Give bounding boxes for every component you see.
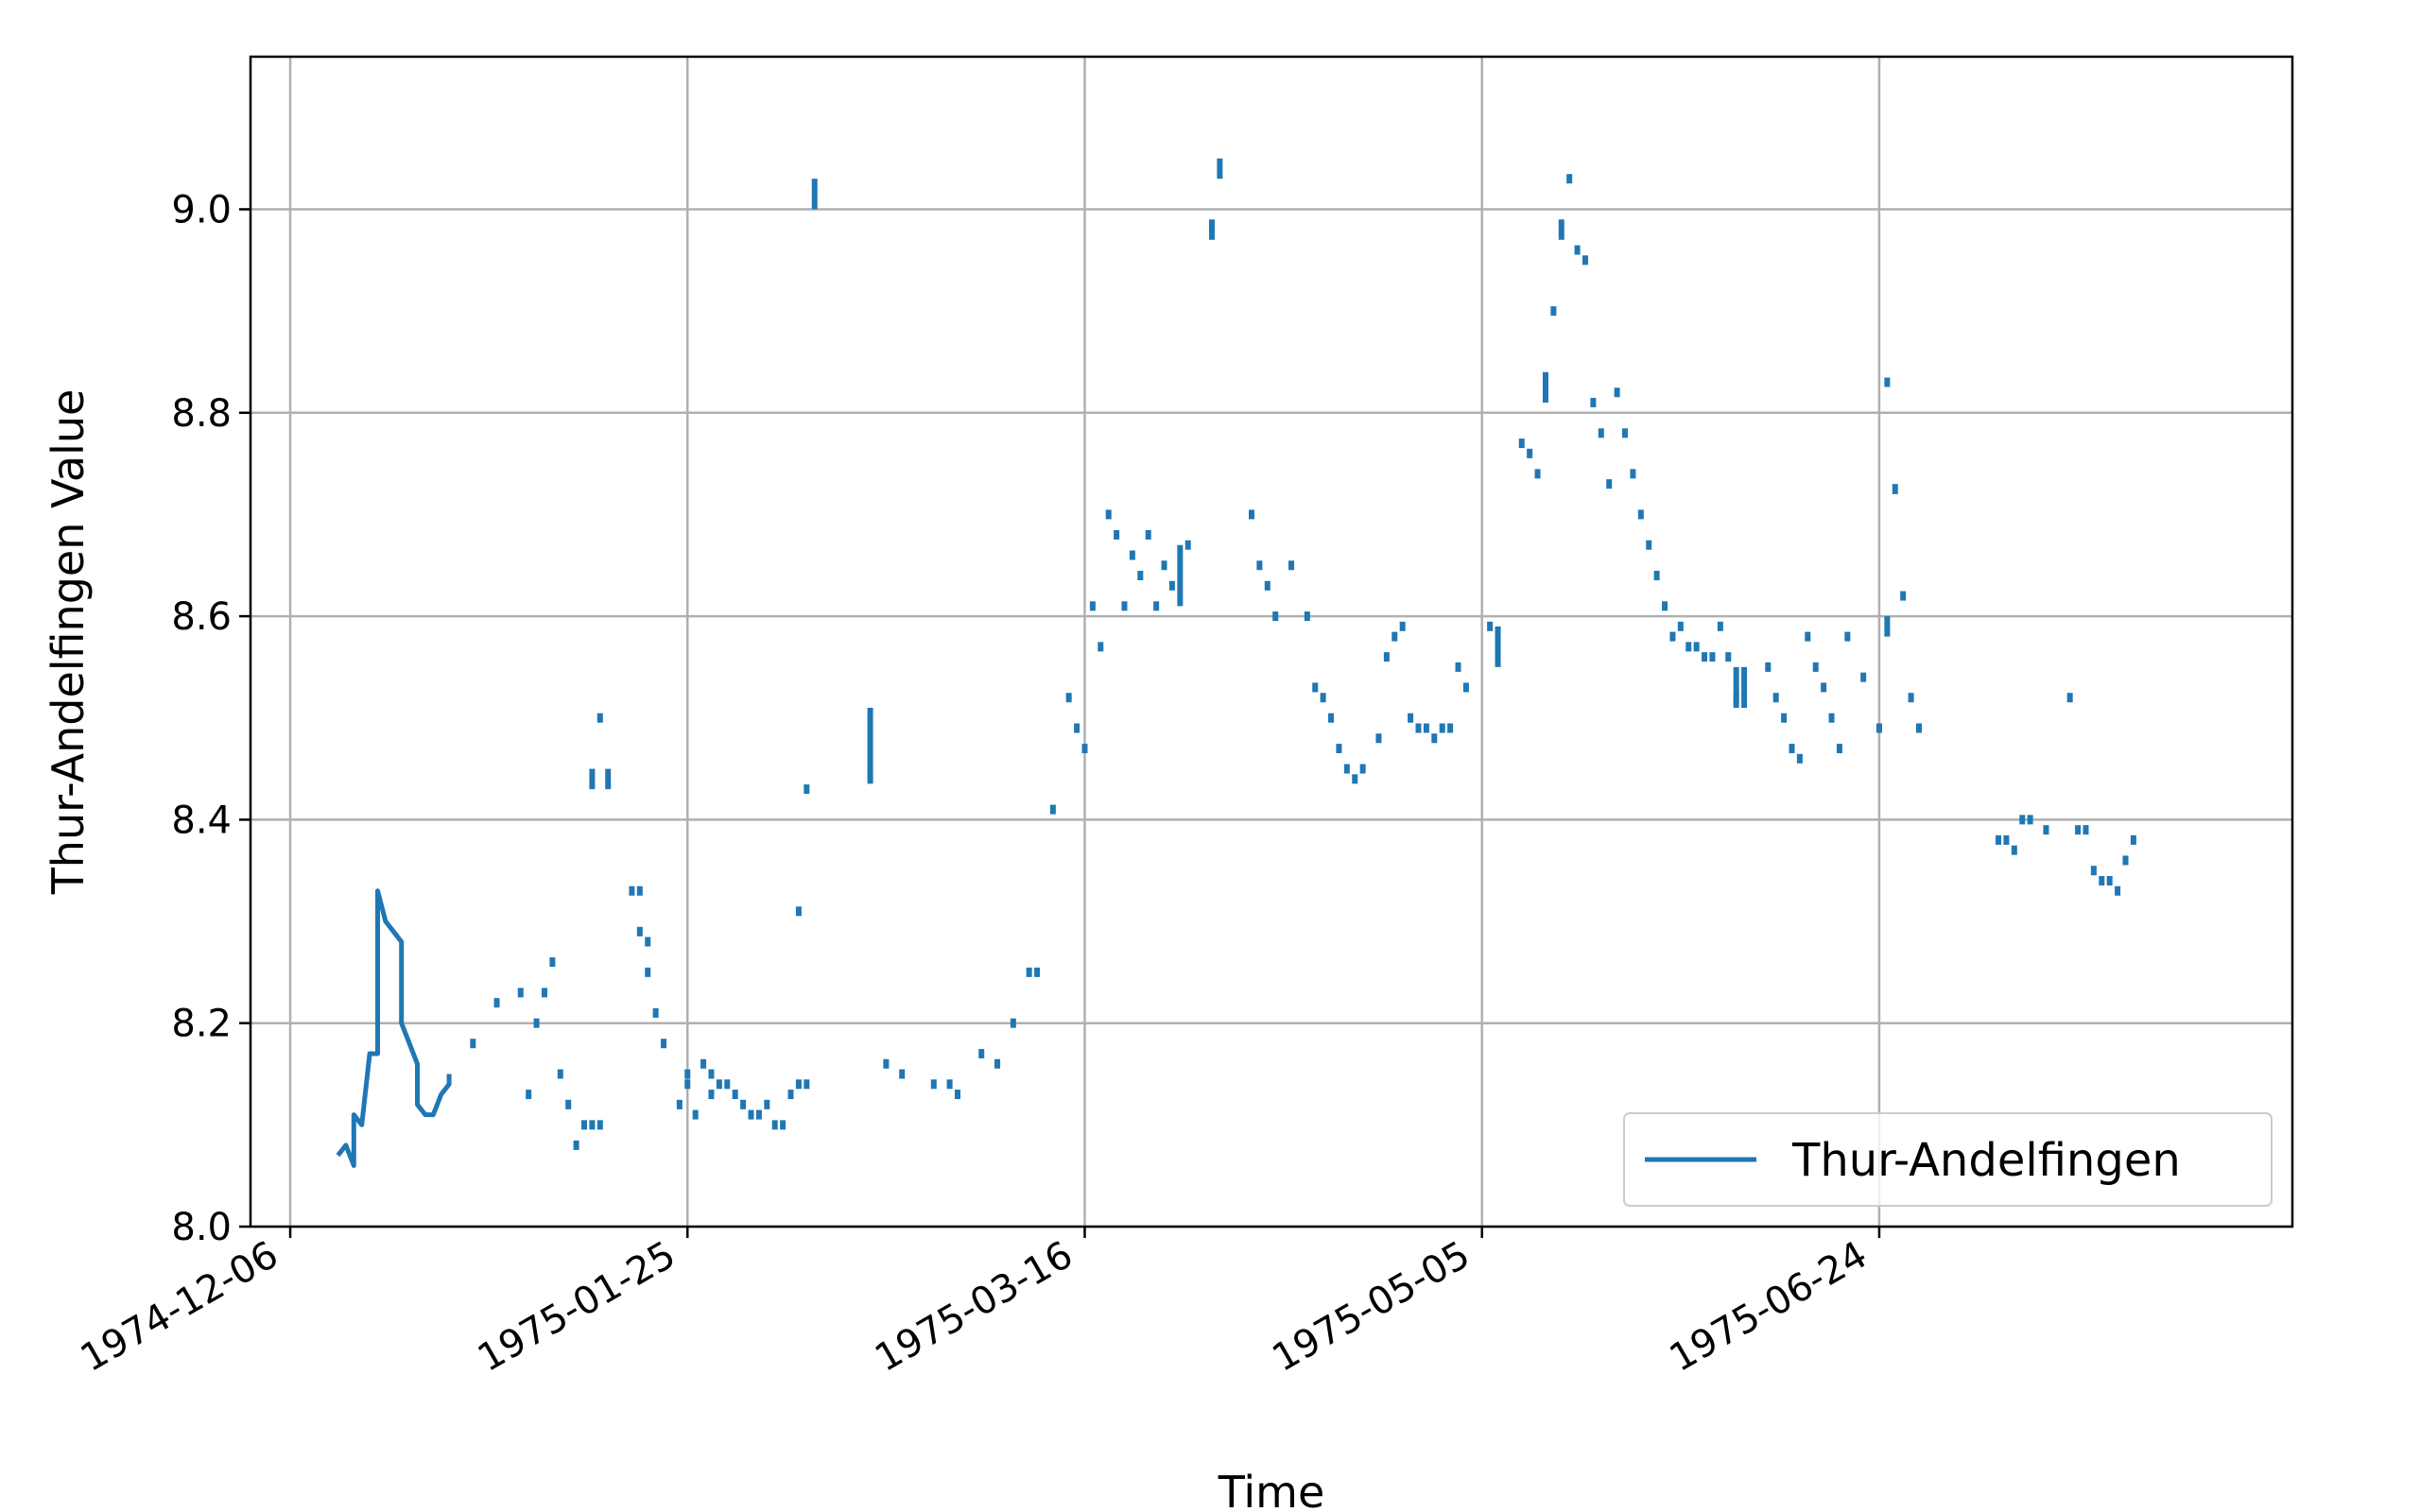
x-axis-label: Time xyxy=(1218,1467,1325,1512)
grid xyxy=(251,57,2292,1228)
legend-entry-label: Thur-Andelfingen xyxy=(1791,1134,2181,1187)
y-tick-label: 9.0 xyxy=(171,188,232,232)
legend: Thur-Andelfingen xyxy=(1623,1112,2273,1207)
y-tick-label: 8.4 xyxy=(171,799,232,842)
y-tick-label: 8.8 xyxy=(171,392,232,436)
legend-box xyxy=(1623,1112,2273,1207)
series-thur-andelfingen xyxy=(336,158,2136,1168)
plot-frame xyxy=(249,55,2294,1228)
y-tick-label: 8.0 xyxy=(171,1206,232,1249)
y-tick-label: 8.6 xyxy=(171,595,232,639)
y-axis-label: Thur-Andelfingen Value xyxy=(43,389,94,896)
y-tick-label: 8.2 xyxy=(171,1003,232,1046)
y-axis: 8.0 8.2 8.4 8.6 8.8 9.0 xyxy=(171,188,251,1249)
series-line xyxy=(336,888,452,1168)
